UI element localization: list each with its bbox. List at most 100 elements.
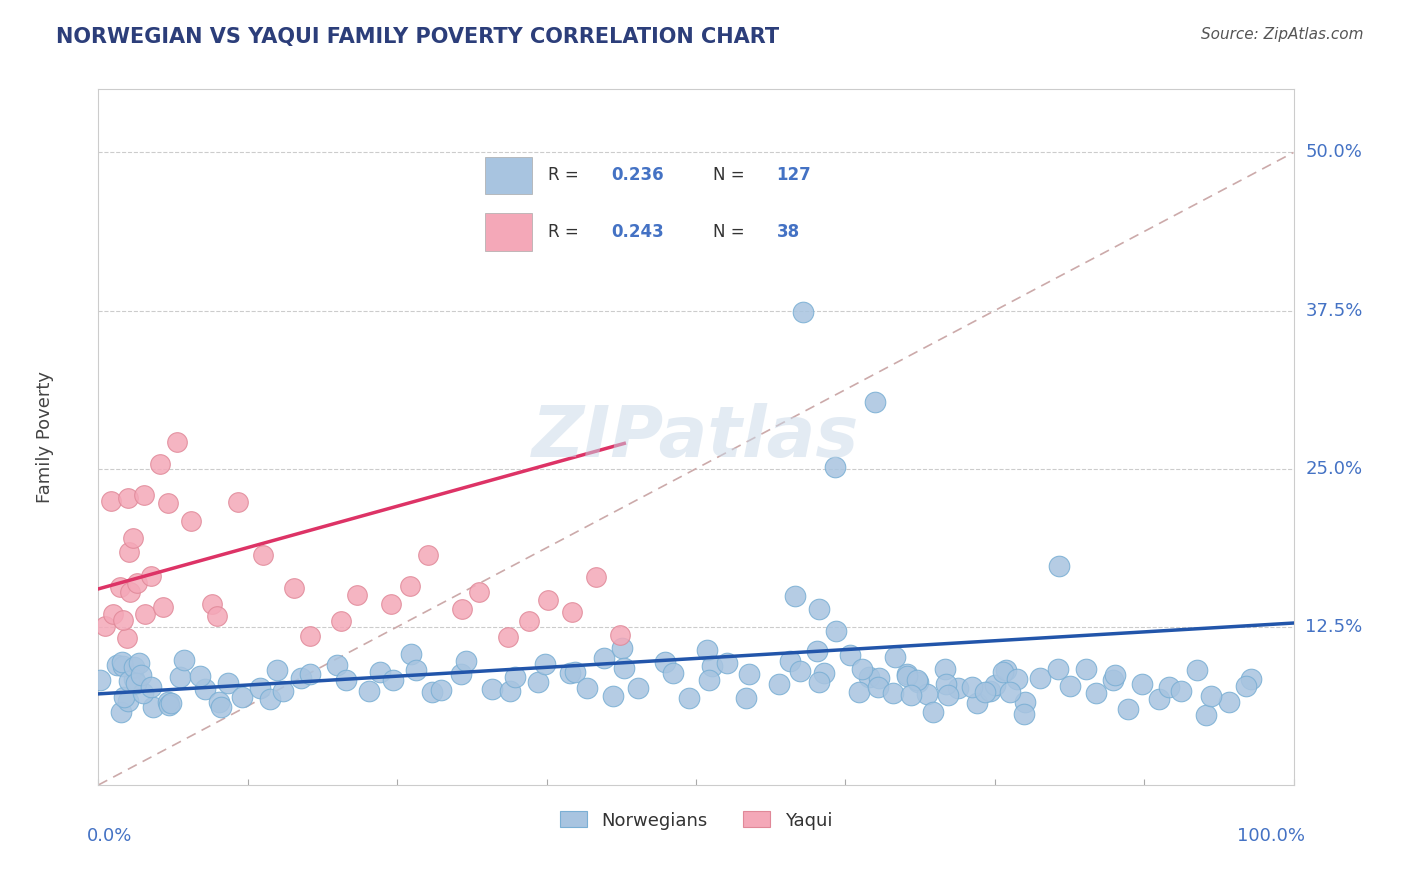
Point <box>1187 663 1209 677</box>
Point <box>209 699 232 714</box>
Point <box>735 691 758 706</box>
Point <box>922 705 945 719</box>
Text: 0.0%: 0.0% <box>87 827 132 845</box>
Point <box>152 600 174 615</box>
Point <box>157 698 180 713</box>
Point <box>946 681 969 696</box>
Point <box>806 644 828 658</box>
Point <box>159 696 181 710</box>
Point <box>420 684 443 698</box>
Point <box>807 674 830 689</box>
Point <box>169 670 191 684</box>
Point <box>132 685 155 699</box>
Point <box>481 681 503 696</box>
Point <box>283 581 305 595</box>
Point <box>381 673 404 688</box>
Point <box>208 695 231 709</box>
Point <box>1084 686 1107 700</box>
Point <box>1104 668 1126 682</box>
Point <box>205 608 228 623</box>
Point <box>416 548 439 562</box>
Point <box>89 673 111 687</box>
Point <box>813 665 835 680</box>
Point <box>602 689 624 703</box>
Point <box>118 585 141 599</box>
Point <box>180 514 202 528</box>
Point <box>112 614 135 628</box>
Point <box>609 628 631 642</box>
Point <box>299 667 322 681</box>
Point <box>527 674 550 689</box>
Text: 100.0%: 100.0% <box>1237 827 1306 845</box>
Point <box>1147 691 1170 706</box>
Point <box>111 655 134 669</box>
Point <box>405 663 427 677</box>
Point <box>125 576 148 591</box>
Point <box>979 683 1001 698</box>
Point <box>984 678 1007 692</box>
Point <box>1029 671 1052 685</box>
Point <box>121 531 143 545</box>
Point <box>200 597 222 611</box>
Point <box>858 670 880 684</box>
Text: Family Poverty: Family Poverty <box>35 371 53 503</box>
Point <box>789 664 811 678</box>
Point <box>868 671 890 685</box>
Point <box>900 689 922 703</box>
Point <box>94 619 117 633</box>
Text: 12.5%: 12.5% <box>1306 618 1362 636</box>
Point <box>149 457 172 471</box>
Text: NORWEGIAN VS YAQUI FAMILY POVERTY CORRELATION CHART: NORWEGIAN VS YAQUI FAMILY POVERTY CORREL… <box>56 27 779 46</box>
Point <box>905 673 928 687</box>
Point <box>430 682 453 697</box>
Point <box>122 659 145 673</box>
Point <box>1195 707 1218 722</box>
Text: Source: ZipAtlas.com: Source: ZipAtlas.com <box>1201 27 1364 42</box>
Point <box>496 630 519 644</box>
Point <box>884 650 907 665</box>
Point <box>298 629 321 643</box>
Point <box>866 680 889 694</box>
Point <box>1218 695 1240 709</box>
Point <box>517 614 540 628</box>
Point <box>454 654 477 668</box>
Point <box>134 607 156 622</box>
Point <box>1116 701 1139 715</box>
Point <box>329 614 352 628</box>
Point <box>792 304 814 318</box>
Point <box>697 673 720 687</box>
Point <box>1012 707 1035 722</box>
Point <box>915 687 938 701</box>
Point <box>678 690 700 705</box>
Point <box>974 685 997 699</box>
Point <box>825 624 848 638</box>
Point <box>824 460 846 475</box>
Point <box>326 657 349 672</box>
Point <box>173 653 195 667</box>
Point <box>998 685 1021 699</box>
Point <box>468 584 491 599</box>
Point <box>157 495 180 509</box>
Point <box>139 568 162 582</box>
Point <box>112 659 135 673</box>
Point <box>100 494 122 508</box>
Point <box>110 705 132 719</box>
Point <box>966 696 988 710</box>
Point <box>564 665 586 680</box>
Point <box>592 651 614 665</box>
Point <box>768 677 790 691</box>
Point <box>537 593 560 607</box>
Point <box>156 695 179 709</box>
Point <box>934 662 956 676</box>
Point <box>335 673 357 687</box>
Text: 25.0%: 25.0% <box>1306 459 1362 478</box>
Point <box>217 676 239 690</box>
Point <box>118 545 141 559</box>
Point <box>575 681 598 695</box>
Point <box>105 658 128 673</box>
Point <box>194 682 217 697</box>
Point <box>702 658 724 673</box>
Point <box>1074 662 1097 676</box>
Point <box>103 607 125 621</box>
Point <box>125 676 148 690</box>
